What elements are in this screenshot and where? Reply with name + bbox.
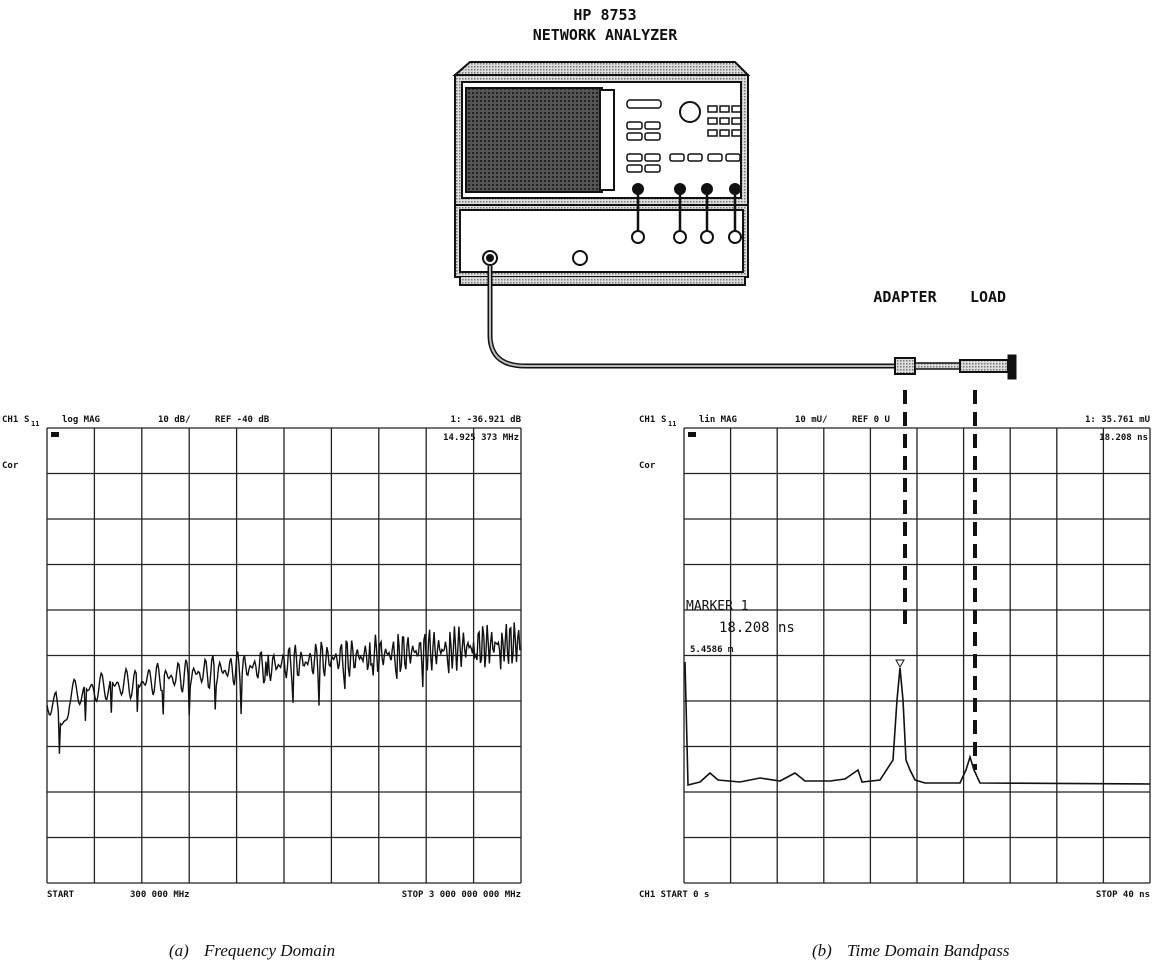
network-analyzer <box>452 61 751 286</box>
reference: REF -40 dB <box>215 415 270 425</box>
stop-value: STOP 3 000 000 000 MHz <box>402 890 521 900</box>
analyzer-screen: CH1 S 11 lin MAG 10 mU/REF 0 U 1: 35.761 mU 18… <box>639 414 1151 960</box>
parameter: S <box>661 415 666 425</box>
marker-time: 18.208 ns <box>719 620 795 636</box>
marker-position: 18.208 ns <box>1099 433 1148 443</box>
marker-position: 14.925 373 MHz <box>443 433 519 443</box>
caption: Time Domain Bandpass <box>847 941 1010 960</box>
parameter: S <box>24 415 29 425</box>
trace-time <box>684 661 1151 787</box>
caption-letter: (a) <box>169 941 189 960</box>
parameter-sub: 11 <box>31 420 39 428</box>
marker-value: 1: 35.761 mU <box>1085 415 1150 425</box>
marker-value: 1: -36.921 dB <box>451 415 522 425</box>
parameter-sub: 11 <box>668 420 676 428</box>
start-label: START <box>47 890 75 900</box>
status-box <box>51 432 59 437</box>
start-value: 300 000 MHz <box>130 890 190 900</box>
caption: Frequency Domain <box>203 941 335 960</box>
marker-symbol <box>895 659 905 669</box>
format: lin MAG <box>699 414 737 425</box>
channel: CH1 <box>2 415 18 425</box>
cable-assembly <box>487 266 1017 380</box>
format: log MAG <box>62 415 100 425</box>
status-box <box>688 432 696 437</box>
trace-frequency <box>46 622 522 754</box>
correction: Cor <box>639 461 656 471</box>
reference: REF 0 U <box>852 415 890 425</box>
analyzer-screen: CH1 S 11 log MAG 10 dB/REF -40 dB 1: -36.921 … <box>2 415 522 960</box>
marker-distance: 5.4586 m <box>690 645 734 655</box>
analyzer-model: HP 8753 <box>573 6 636 24</box>
caption-letter: (b) <box>812 941 832 960</box>
channel: CH1 <box>639 415 655 425</box>
scale: 10 dB/ <box>158 415 191 425</box>
start-label: CH1 START 0 s <box>639 890 709 900</box>
panels: CH1 S 11 log MAG 10 dB/REF -40 dB 1: -36.921 … <box>2 414 1151 960</box>
correction: Cor <box>2 461 19 471</box>
stop-value: STOP 40 ns <box>1096 890 1150 900</box>
analyzer-name: NETWORK ANALYZER <box>533 26 678 44</box>
load-label: LOAD <box>970 288 1006 306</box>
mapping-lines <box>903 390 977 770</box>
adapter-label: ADAPTER <box>873 288 937 306</box>
marker-title: MARKER 1 <box>686 599 749 614</box>
scale: 10 mU/ <box>795 415 828 425</box>
